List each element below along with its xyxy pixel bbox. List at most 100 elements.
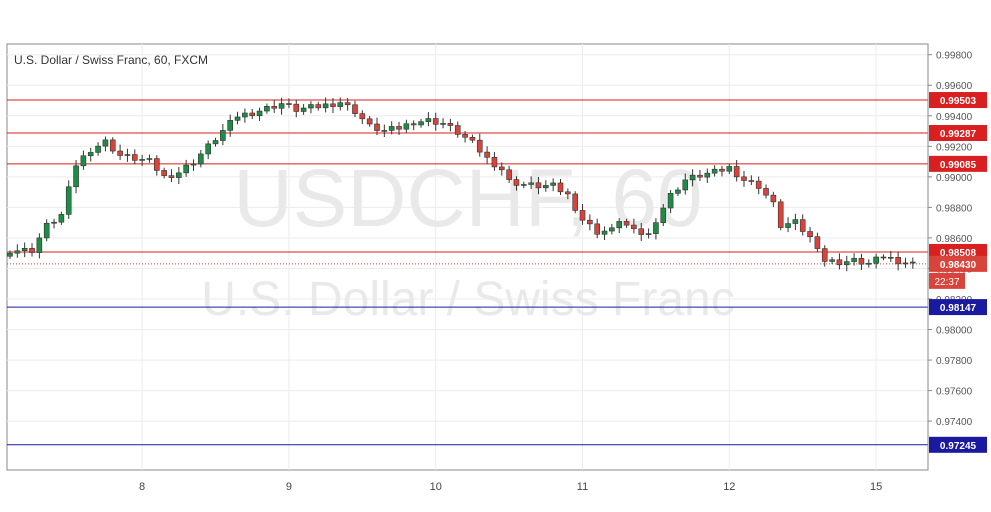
candle-layer [7, 97, 916, 272]
current-price-label: 0.98430 [940, 260, 977, 271]
watermark-layer: USDCHF, 60 U.S. Dollar / Swiss Franc [201, 153, 734, 326]
candle-body-down [513, 179, 520, 186]
candle-body-up [95, 145, 101, 153]
candle-body-up [381, 130, 388, 132]
candle-body-up [660, 207, 667, 223]
candle-body-up [440, 123, 446, 125]
price-tick-label: 0.99600 [936, 81, 973, 92]
candle-body-down [168, 175, 175, 178]
candle-body-down [631, 224, 637, 230]
candle-body-up [425, 118, 432, 123]
candle-body-down [352, 104, 358, 114]
candle-body-up [300, 107, 307, 112]
candle-body-down [733, 166, 740, 178]
candle-body-down [462, 134, 468, 138]
level-badge-resistance [929, 155, 987, 172]
level-badge-label: 0.99287 [940, 129, 977, 140]
candle-body-up [910, 261, 916, 264]
candle-body-up [65, 186, 72, 215]
candle-body-up [36, 237, 43, 253]
candle-body-down [572, 193, 578, 211]
candle-body-down [29, 247, 35, 253]
time-tick-label: 11 [577, 481, 588, 493]
candle-body-down [557, 182, 564, 193]
candle-body-down [638, 228, 645, 235]
candle-body-up [212, 140, 219, 145]
candle-body-up [124, 154, 131, 156]
candle-body-down [623, 221, 630, 226]
candle-body-down [755, 180, 762, 189]
level-badge-support [929, 436, 987, 453]
candle-body-down [741, 176, 747, 181]
candle-body-down [271, 105, 278, 109]
candle-body-up [14, 250, 21, 254]
candle-body-up [80, 155, 87, 167]
candle-body-up [873, 256, 879, 264]
candle-body-down [396, 126, 402, 130]
time-tick-label: 8 [139, 481, 145, 493]
candle-body-down [814, 236, 821, 249]
level-badge-resistance [929, 125, 987, 142]
candle-body-up [851, 258, 857, 262]
candle-body-up [198, 153, 204, 165]
level-badge-label: 0.98147 [940, 303, 977, 314]
candle-body-up [829, 259, 835, 262]
candle-body-down [777, 201, 784, 228]
candle-body-up [667, 193, 674, 209]
candle-body-up [227, 120, 233, 131]
candle-body-down [344, 102, 351, 106]
time-tick-label: 10 [430, 481, 442, 493]
candle-body-down [506, 169, 512, 180]
candle-body-up [520, 184, 527, 186]
candle-body-down [315, 104, 322, 109]
candle-body-up [682, 179, 689, 191]
chart-title: U.S. Dollar / Swiss Franc, 60, FXCM [14, 53, 208, 67]
candle-body-up [418, 121, 424, 126]
price-tick-label: 0.99400 [936, 112, 973, 123]
candle-body-down [895, 257, 901, 265]
candle-body-down [763, 188, 769, 196]
candle-body-up [902, 262, 909, 265]
candle-body-down [579, 210, 586, 221]
plot-area[interactable] [6, 43, 929, 471]
candle-body-up [102, 139, 109, 147]
candle-body-down [117, 150, 123, 156]
candle-body-down [836, 259, 843, 266]
candle-body-down [154, 158, 160, 171]
price-tick-label: 0.97800 [936, 356, 973, 367]
candle-body-up [234, 116, 241, 121]
candle-body-up [190, 163, 197, 166]
candle-body-up [711, 168, 718, 174]
candle-body-down [374, 123, 380, 131]
level-badge-label: 0.97245 [940, 441, 977, 452]
candle-body-down [565, 191, 571, 195]
time-axis[interactable]: 8 9 10 11 12 15 [139, 481, 882, 493]
candle-body-up [792, 219, 799, 224]
candle-body-up [176, 172, 182, 178]
candle-body-down [491, 156, 498, 168]
candle-body-up [73, 165, 79, 188]
price-tick-label: 0.98800 [936, 203, 973, 214]
candle-body-down [498, 166, 505, 171]
candle-body-up [726, 166, 733, 172]
candle-body-up [183, 164, 189, 174]
price-tick-label: 0.99800 [936, 51, 973, 62]
candle-body-up [388, 126, 395, 131]
candle-body-up [616, 221, 623, 229]
candle-body-up [601, 230, 608, 235]
candle-body-up [337, 102, 344, 107]
candle-body-down [249, 112, 256, 117]
candle-body-down [594, 223, 601, 235]
candle-body-down [366, 118, 373, 125]
candle-body-down [359, 113, 366, 120]
price-tick-label: 0.98600 [936, 234, 973, 245]
candle-body-up [43, 222, 50, 239]
candle-body-up [704, 172, 711, 178]
candle-body-down [821, 248, 828, 262]
candle-body-up [205, 143, 211, 155]
candle-body-up [785, 223, 791, 228]
candle-body-down [447, 123, 454, 126]
candle-body-up [256, 110, 263, 117]
